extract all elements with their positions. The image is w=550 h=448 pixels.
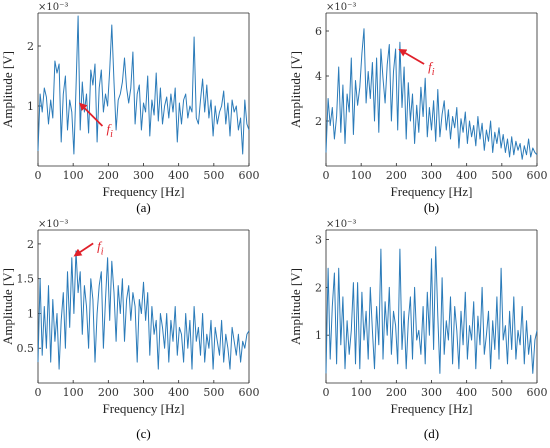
axis-exponent: ×10⁻³ bbox=[326, 219, 356, 230]
annotation-arrow bbox=[398, 48, 425, 65]
x-tick-label: 600 bbox=[527, 386, 548, 399]
y-tick-label: 2 bbox=[315, 281, 322, 294]
annotation-symbol: f bbox=[97, 238, 103, 253]
x-tick-label: 0 bbox=[35, 386, 42, 399]
chart-panel-3: 0 100 200 300 400 500 600 0.5 1 1.5 2 ×10⁻³ Frequenc… bbox=[0, 219, 260, 441]
x-tick-label: 200 bbox=[386, 169, 407, 182]
x-axis-label: Frequency [Hz] bbox=[391, 401, 473, 416]
annotation-label: fi bbox=[106, 121, 113, 140]
annotation-label: fi bbox=[97, 238, 104, 257]
annotation-symbol: f bbox=[428, 59, 434, 74]
annotation-subscript: i bbox=[110, 129, 113, 140]
x-tick-label: 400 bbox=[168, 169, 189, 182]
x-axis-label: Frequency [Hz] bbox=[103, 184, 185, 199]
y-tick-label: 2 bbox=[27, 40, 34, 53]
x-tick-label: 100 bbox=[63, 169, 84, 182]
annotation-subscript: i bbox=[432, 67, 435, 78]
annotation-arrow bbox=[79, 102, 104, 127]
axis-exponent: ×10⁻³ bbox=[326, 2, 356, 13]
x-tick-label: 400 bbox=[456, 386, 477, 399]
x-tick-label: 200 bbox=[98, 169, 119, 182]
x-tick-label: 500 bbox=[491, 386, 512, 399]
y-tick-label: 1.5 bbox=[17, 273, 35, 286]
y-tick-label: 0.5 bbox=[17, 342, 35, 355]
x-tick-label: 500 bbox=[203, 386, 224, 399]
x-tick-label: 300 bbox=[133, 169, 154, 182]
x-tick-label: 100 bbox=[351, 386, 372, 399]
panel-label: (d) bbox=[424, 426, 439, 441]
x-tick-label: 500 bbox=[491, 169, 512, 182]
chart-panel-1: 0 100 200 300 400 500 600 1 2 ×10⁻³ Frequency [Hz]… bbox=[0, 2, 260, 215]
x-axis-label: Frequency [Hz] bbox=[103, 401, 185, 416]
chart-panel-4: 0 100 200 300 400 500 600 1 2 3 ×10⁻³ Frequency [Hz… bbox=[288, 219, 548, 441]
y-tick-label: 2 bbox=[315, 115, 322, 128]
x-tick-label: 500 bbox=[203, 169, 224, 182]
panel-label: (a) bbox=[136, 200, 150, 215]
x-tick-label: 300 bbox=[133, 386, 154, 399]
y-tick-label: 1 bbox=[27, 307, 34, 320]
annotation-subscript: i bbox=[101, 246, 104, 257]
y-tick-label: 3 bbox=[315, 234, 322, 247]
annotation-arrow bbox=[73, 242, 94, 257]
x-tick-label: 300 bbox=[421, 386, 442, 399]
series-line-1 bbox=[37, 250, 250, 370]
x-tick-label: 600 bbox=[239, 169, 260, 182]
axis-exponent: ×10⁻³ bbox=[38, 2, 68, 13]
y-axis-label: Amplitude [V] bbox=[288, 268, 303, 345]
x-tick-label: 100 bbox=[63, 386, 84, 399]
series-line-1 bbox=[325, 28, 538, 160]
x-tick-label: 100 bbox=[351, 169, 372, 182]
x-tick-label: 200 bbox=[98, 386, 119, 399]
y-axis-label: Amplitude [V] bbox=[0, 268, 15, 345]
y-axis-label: Amplitude [V] bbox=[0, 51, 15, 128]
annotation-symbol: f bbox=[106, 121, 112, 136]
y-tick-label: 1 bbox=[27, 100, 34, 113]
series-line-1 bbox=[37, 15, 250, 155]
y-tick-label: 6 bbox=[315, 25, 322, 38]
y-tick-label: 1 bbox=[315, 329, 322, 342]
series-line-1 bbox=[325, 246, 538, 374]
y-tick-label: 2 bbox=[27, 238, 34, 251]
chart-panel-2: 0 100 200 300 400 500 600 2 4 6 ×10⁻³ Frequency [Hz… bbox=[288, 2, 548, 215]
x-tick-label: 0 bbox=[323, 169, 330, 182]
x-tick-label: 0 bbox=[35, 169, 42, 182]
x-tick-label: 600 bbox=[239, 386, 260, 399]
panel-label: (c) bbox=[136, 426, 150, 441]
annotation-label: fi bbox=[428, 59, 435, 78]
x-tick-label: 600 bbox=[527, 169, 548, 182]
x-tick-label: 200 bbox=[386, 386, 407, 399]
y-tick-label: 4 bbox=[315, 70, 322, 83]
panel-label: (b) bbox=[424, 200, 439, 215]
y-axis-label: Amplitude [V] bbox=[288, 51, 303, 128]
x-axis-label: Frequency [Hz] bbox=[391, 184, 473, 199]
x-tick-label: 300 bbox=[421, 169, 442, 182]
axis-exponent: ×10⁻³ bbox=[38, 219, 68, 230]
x-tick-label: 0 bbox=[323, 386, 330, 399]
x-tick-label: 400 bbox=[168, 386, 189, 399]
x-tick-label: 400 bbox=[456, 169, 477, 182]
